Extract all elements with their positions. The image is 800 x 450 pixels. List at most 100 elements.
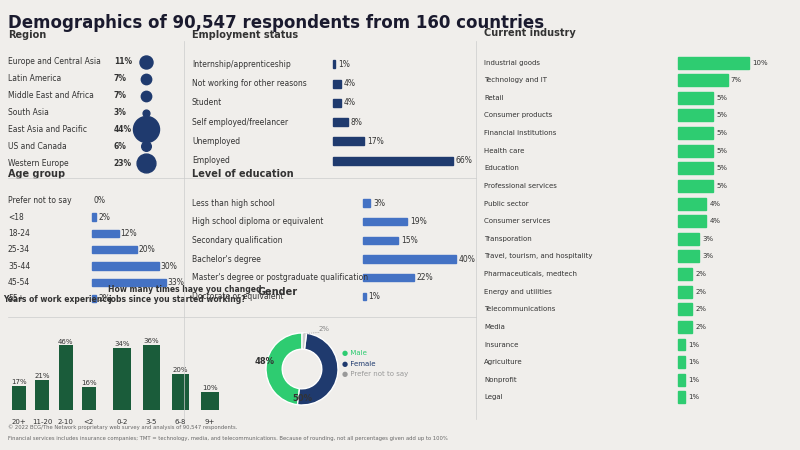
FancyBboxPatch shape bbox=[363, 237, 398, 244]
Text: 5%: 5% bbox=[717, 183, 727, 189]
Text: 21%: 21% bbox=[34, 374, 50, 379]
Text: Telecommunications: Telecommunications bbox=[484, 306, 555, 312]
FancyBboxPatch shape bbox=[678, 356, 685, 368]
Text: Years of work experience: Years of work experience bbox=[3, 295, 113, 304]
Text: 17%: 17% bbox=[367, 137, 384, 146]
Text: Retail: Retail bbox=[484, 95, 504, 101]
Text: 4%: 4% bbox=[343, 79, 355, 88]
Point bbox=[139, 58, 152, 66]
Text: 48%: 48% bbox=[254, 356, 274, 365]
Text: 4%: 4% bbox=[710, 218, 721, 224]
Text: Prefer not to say: Prefer not to say bbox=[8, 196, 72, 205]
FancyBboxPatch shape bbox=[334, 157, 453, 165]
FancyBboxPatch shape bbox=[363, 199, 370, 207]
FancyBboxPatch shape bbox=[678, 57, 749, 68]
Text: Professional services: Professional services bbox=[484, 183, 557, 189]
FancyBboxPatch shape bbox=[678, 109, 714, 122]
Text: Demographics of 90,547 respondents from 160 countries: Demographics of 90,547 respondents from … bbox=[8, 14, 544, 32]
Text: Europe and Central Asia: Europe and Central Asia bbox=[8, 58, 101, 67]
Text: 18-24: 18-24 bbox=[8, 229, 30, 238]
Point bbox=[139, 109, 152, 116]
Text: 0%: 0% bbox=[94, 196, 106, 205]
Text: 1%: 1% bbox=[688, 394, 699, 400]
Text: 50%: 50% bbox=[292, 394, 312, 403]
Text: Agriculture: Agriculture bbox=[484, 359, 522, 365]
Text: 6%: 6% bbox=[114, 142, 126, 151]
Text: Media: Media bbox=[484, 324, 505, 330]
Text: Bachelor's degree: Bachelor's degree bbox=[192, 255, 261, 264]
Text: Technology and IT: Technology and IT bbox=[484, 77, 547, 83]
Point bbox=[139, 75, 152, 82]
Text: Current industry: Current industry bbox=[484, 27, 576, 37]
FancyBboxPatch shape bbox=[92, 295, 97, 302]
Text: 35-44: 35-44 bbox=[8, 261, 30, 270]
Text: 1%: 1% bbox=[688, 359, 699, 365]
Text: Master's degree or postgraduate qualification: Master's degree or postgraduate qualific… bbox=[192, 273, 368, 282]
Text: US and Canada: US and Canada bbox=[8, 142, 66, 151]
Text: 2%: 2% bbox=[695, 324, 706, 330]
Text: ● Male: ● Male bbox=[342, 350, 366, 356]
Text: 3%: 3% bbox=[373, 198, 385, 207]
Text: Financial services includes insurance companies; TMT = technology, media, and te: Financial services includes insurance co… bbox=[8, 436, 448, 441]
Text: Region: Region bbox=[8, 30, 46, 40]
Text: Latin America: Latin America bbox=[8, 74, 62, 83]
Text: 3%: 3% bbox=[114, 108, 126, 117]
Text: 7%: 7% bbox=[114, 74, 127, 83]
Bar bbox=[12, 386, 26, 410]
Text: 45-54: 45-54 bbox=[8, 278, 30, 287]
Text: Secondary qualification: Secondary qualification bbox=[192, 236, 282, 245]
Text: ● Prefer not to say: ● Prefer not to say bbox=[342, 371, 408, 378]
Text: 36%: 36% bbox=[143, 338, 159, 344]
Text: 4%: 4% bbox=[710, 201, 721, 207]
Text: 16%: 16% bbox=[81, 380, 97, 387]
FancyBboxPatch shape bbox=[92, 230, 119, 237]
FancyBboxPatch shape bbox=[363, 218, 407, 225]
FancyBboxPatch shape bbox=[678, 286, 692, 297]
Text: 46%: 46% bbox=[58, 338, 74, 345]
Text: 3%: 3% bbox=[702, 236, 714, 242]
FancyBboxPatch shape bbox=[92, 279, 166, 286]
Text: Consumer products: Consumer products bbox=[484, 112, 552, 118]
Text: 8%: 8% bbox=[350, 117, 362, 126]
Text: 5%: 5% bbox=[717, 130, 727, 136]
Text: 2%: 2% bbox=[318, 326, 329, 332]
Text: Legal: Legal bbox=[484, 394, 502, 400]
Text: How many times have you changed
jobs since you started working?: How many times have you changed jobs sin… bbox=[108, 285, 262, 304]
Text: Doctorate or equivalent: Doctorate or equivalent bbox=[192, 292, 283, 301]
FancyBboxPatch shape bbox=[678, 321, 692, 333]
Bar bbox=[58, 345, 73, 410]
Text: 20%: 20% bbox=[173, 367, 188, 373]
FancyBboxPatch shape bbox=[363, 292, 366, 300]
Bar bbox=[142, 345, 160, 410]
Text: 1%: 1% bbox=[368, 292, 380, 301]
FancyBboxPatch shape bbox=[334, 118, 348, 126]
Text: 23%: 23% bbox=[114, 159, 132, 168]
Text: Energy and utilities: Energy and utilities bbox=[484, 288, 552, 295]
Point bbox=[139, 126, 152, 133]
Text: 40%: 40% bbox=[458, 255, 475, 264]
Text: Employment status: Employment status bbox=[192, 30, 298, 40]
Text: 1%: 1% bbox=[338, 60, 350, 69]
Text: 25-34: 25-34 bbox=[8, 245, 30, 254]
FancyBboxPatch shape bbox=[92, 213, 97, 221]
Text: 5%: 5% bbox=[717, 112, 727, 118]
Text: 2%: 2% bbox=[695, 306, 706, 312]
FancyBboxPatch shape bbox=[678, 127, 714, 139]
FancyBboxPatch shape bbox=[678, 233, 699, 245]
FancyBboxPatch shape bbox=[678, 162, 714, 174]
Text: 12%: 12% bbox=[121, 229, 137, 238]
FancyBboxPatch shape bbox=[678, 338, 685, 351]
Text: 2%: 2% bbox=[695, 271, 706, 277]
Text: 5%: 5% bbox=[717, 165, 727, 171]
Text: Level of education: Level of education bbox=[192, 169, 294, 179]
Text: 44%: 44% bbox=[114, 125, 132, 134]
Text: Health care: Health care bbox=[484, 148, 524, 154]
FancyBboxPatch shape bbox=[678, 198, 706, 210]
Text: Nonprofit: Nonprofit bbox=[484, 377, 517, 383]
FancyBboxPatch shape bbox=[678, 392, 685, 403]
FancyBboxPatch shape bbox=[678, 251, 699, 262]
Text: 4%: 4% bbox=[343, 99, 355, 108]
Text: 55+: 55+ bbox=[8, 294, 24, 303]
Text: High school diploma or equivalent: High school diploma or equivalent bbox=[192, 217, 323, 226]
Point bbox=[139, 92, 152, 99]
